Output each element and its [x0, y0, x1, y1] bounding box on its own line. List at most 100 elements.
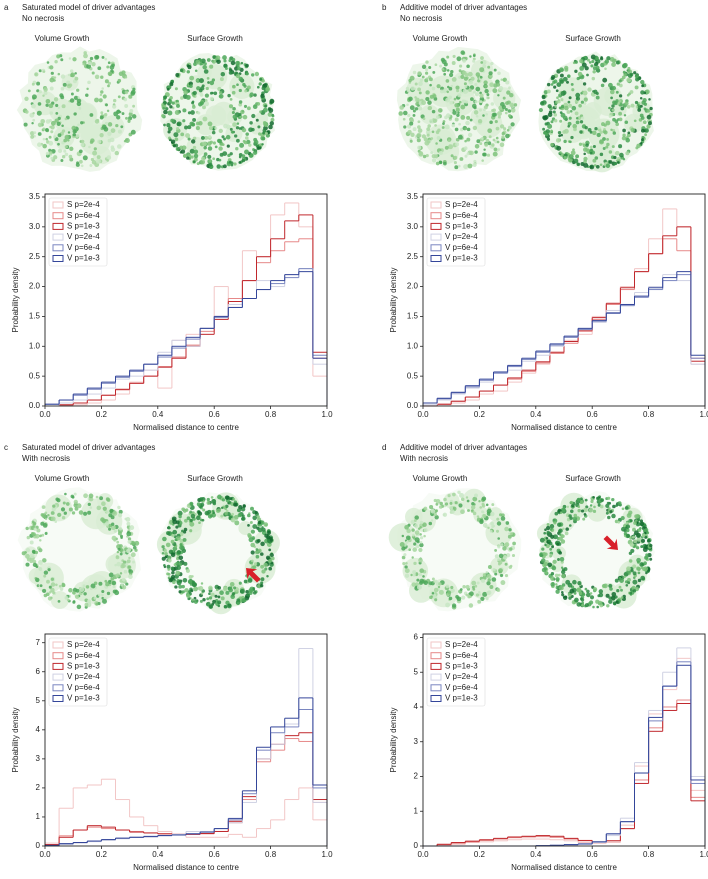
tumour-cell [94, 147, 97, 150]
tumour-cell [484, 89, 488, 93]
tumour-cell [551, 75, 555, 79]
tumour-cell [462, 100, 465, 103]
tumour-cell [435, 63, 438, 66]
tumour-cell [555, 590, 559, 594]
tumour-cell [171, 534, 174, 537]
tumour-cell [179, 556, 184, 561]
tumour-cell [405, 574, 409, 578]
tumour-cell [209, 126, 213, 130]
tumour-cell [486, 581, 490, 585]
tumour-cell [465, 73, 469, 77]
tumour-cell [413, 110, 416, 113]
tumour-cell [483, 523, 488, 528]
tumour-cell [567, 506, 569, 508]
tumour-cell [551, 545, 554, 548]
legend-label: S p=6e-4 [445, 651, 478, 660]
tumour-cell [263, 563, 267, 567]
tumour-cell [590, 504, 592, 506]
tumour-cell [442, 126, 445, 129]
tumour-cell [432, 592, 435, 595]
tumour-cell [219, 94, 224, 99]
tumour-cell [509, 93, 513, 97]
tumour-cell [455, 118, 459, 122]
tumour-cell [238, 513, 242, 517]
y-tick-label: 1.5 [29, 312, 41, 321]
tumour-cell [83, 592, 86, 595]
tumour-cell [118, 95, 121, 98]
tumour-cell [436, 115, 440, 119]
tumour-cell [487, 527, 489, 529]
tumour-cell [592, 131, 597, 136]
tumour-cell [68, 588, 72, 592]
tumour-cell [429, 505, 433, 509]
tumour-cell [225, 512, 228, 515]
tumour-cell [562, 130, 566, 134]
tumour-cell [28, 90, 31, 93]
tumour-cell [91, 62, 95, 66]
tumour-cell [251, 530, 255, 534]
y-tick-label: 2 [36, 783, 41, 792]
tumour-cell [427, 100, 432, 105]
tumour-cell [573, 159, 578, 164]
tumour-cell [244, 105, 247, 108]
tumour-cell [106, 497, 110, 501]
tumour-cell [456, 114, 459, 117]
panel-title: Saturated model of driver advantages [22, 443, 155, 452]
tumour-cell [638, 572, 641, 575]
tumour-cell [74, 77, 78, 81]
tumour-cell [180, 543, 183, 546]
tumour-cell [214, 595, 217, 598]
tumour-cell [182, 108, 186, 112]
tumour-cell [207, 141, 211, 145]
tumour-cell [69, 507, 73, 511]
tumour-cell [580, 597, 583, 600]
tumour-cell [635, 74, 639, 78]
tumour-cell [465, 594, 468, 597]
tumour-cell [552, 560, 556, 564]
tumour-cell [220, 77, 224, 81]
tumour-cell [54, 76, 56, 78]
tumour-cell [622, 507, 625, 510]
y-tick-label: 3.0 [407, 222, 419, 231]
tumour-cell [128, 565, 131, 568]
tumour-cell [456, 56, 461, 61]
tumour-cell [119, 111, 122, 114]
tumour-cell [171, 552, 176, 557]
tumour-cell [107, 84, 110, 87]
tumour-cell [419, 533, 422, 536]
tumour-cell [563, 156, 566, 159]
legend-label: V p=1e-3 [445, 254, 478, 263]
tumour-cell [211, 499, 216, 504]
tumour-cell [482, 592, 487, 597]
tumour-cell [431, 519, 433, 521]
tumour-cell [208, 135, 211, 138]
tumour-cell [91, 158, 94, 161]
tumour-cell [96, 496, 99, 499]
tumour-cell [230, 152, 233, 155]
tumour-cell [457, 491, 460, 494]
tumour-cell [574, 598, 579, 603]
tumour-cell [617, 521, 620, 524]
tumour-cell [176, 147, 180, 151]
tumour-cell [486, 571, 489, 574]
tumour-cell [590, 500, 593, 503]
tumour-cell [169, 82, 173, 86]
image-label: Volume Growth [413, 474, 468, 483]
tumour-cell [82, 63, 84, 65]
tumour-cell [501, 136, 504, 139]
image-label: Volume Growth [35, 34, 90, 43]
y-tick-label: 3 [36, 754, 41, 763]
tumour-cell [556, 146, 561, 151]
tumour-cell [556, 96, 559, 99]
tumour-cell [480, 519, 484, 523]
tumour-cell [183, 538, 187, 542]
tumour-cell [202, 598, 205, 601]
tumour-cell [539, 108, 543, 112]
tumour-cell [633, 521, 637, 525]
tumour-cell [410, 133, 414, 137]
tumour-cell [127, 559, 131, 563]
tumour-cell [50, 130, 53, 133]
x-axis-label: Normalised distance to centre [511, 863, 617, 872]
tumour-cell [35, 578, 39, 582]
tumour-cell [623, 71, 626, 74]
